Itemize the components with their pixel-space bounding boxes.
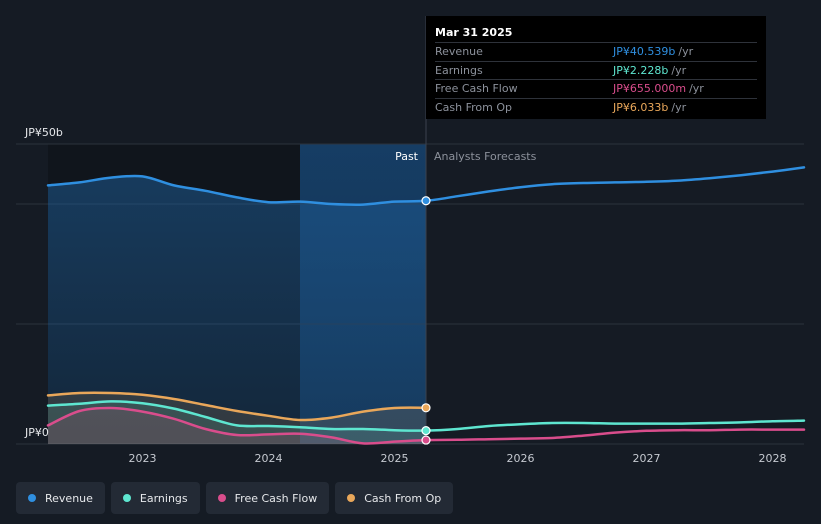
series-line-cash-from-op bbox=[46, 391, 428, 422]
legend-item-earnings[interactable]: Earnings bbox=[110, 482, 200, 514]
legend-label: Earnings bbox=[139, 491, 188, 505]
tooltip-unit: /yr bbox=[678, 45, 694, 58]
data-point-revenue bbox=[421, 196, 431, 206]
legend-dot-icon bbox=[122, 494, 131, 502]
x-tick-label: 2028 bbox=[759, 452, 787, 465]
tooltip-label: Free Cash Flow bbox=[435, 82, 518, 95]
tooltip-row-earnings: Earnings JP¥2.228b /yr bbox=[435, 60, 757, 80]
legend-label: Free Cash Flow bbox=[234, 491, 318, 505]
legend-dot-icon bbox=[347, 494, 356, 502]
tooltip-value: JP¥40.539b bbox=[613, 45, 676, 58]
legend: Revenue Earnings Free Cash Flow Cash Fro… bbox=[16, 482, 454, 514]
data-point-free-cash-flow bbox=[421, 435, 431, 445]
legend-item-cash-from-op[interactable]: Cash From Op bbox=[335, 482, 454, 514]
x-tick-label: 2024 bbox=[255, 452, 283, 465]
legend-item-revenue[interactable]: Revenue bbox=[16, 482, 105, 514]
tooltip-unit: /yr bbox=[689, 82, 704, 95]
tooltip-value: JP¥6.033b bbox=[613, 100, 669, 114]
x-tick-label: 2027 bbox=[633, 452, 661, 465]
tooltip-unit: /yr bbox=[671, 63, 687, 77]
tooltip: Mar 31 2025 Revenue JP¥40.539b /yr Earni… bbox=[426, 16, 766, 119]
tooltip-value: JP¥655.000m bbox=[613, 82, 687, 95]
area-revenue bbox=[48, 175, 426, 444]
data-point-cash-from-op bbox=[421, 403, 431, 413]
legend-item-free-cash-flow[interactable]: Free Cash Flow bbox=[205, 482, 330, 514]
tooltip-row-free-cash-flow: Free Cash Flow JP¥655.000m /yr bbox=[435, 79, 757, 98]
tooltip-row-cash-from-op: Cash From Op JP¥6.033b /yr bbox=[435, 97, 757, 117]
legend-label: Revenue bbox=[45, 491, 93, 505]
tooltip-value: JP¥2.228b bbox=[613, 63, 669, 77]
data-point-earnings bbox=[421, 426, 431, 436]
x-tick-label: 2026 bbox=[507, 452, 535, 465]
x-tick-label: 2023 bbox=[129, 452, 157, 465]
tooltip-label: Cash From Op bbox=[435, 100, 513, 114]
x-tick-label: 2025 bbox=[381, 452, 409, 465]
area-free-cash-flow bbox=[48, 407, 426, 444]
legend-dot-icon bbox=[28, 494, 36, 502]
forecast-label: Analysts Forecasts bbox=[434, 150, 537, 163]
past-label: Past bbox=[395, 150, 419, 163]
legend-dot-icon bbox=[217, 494, 226, 502]
tooltip-row-revenue: Revenue JP¥40.539b /yr bbox=[435, 42, 757, 61]
tooltip-label: Revenue bbox=[435, 45, 483, 58]
tooltip-label: Earnings bbox=[435, 63, 483, 77]
y-axis-top-label: JP¥50b bbox=[24, 126, 63, 139]
tooltip-date: Mar 31 2025 bbox=[435, 26, 513, 39]
y-axis-bottom-label: JP¥0 bbox=[24, 426, 49, 439]
area-cash-from-op bbox=[48, 392, 426, 444]
legend-label: Cash From Op bbox=[364, 491, 442, 505]
tooltip-unit: /yr bbox=[671, 100, 687, 114]
